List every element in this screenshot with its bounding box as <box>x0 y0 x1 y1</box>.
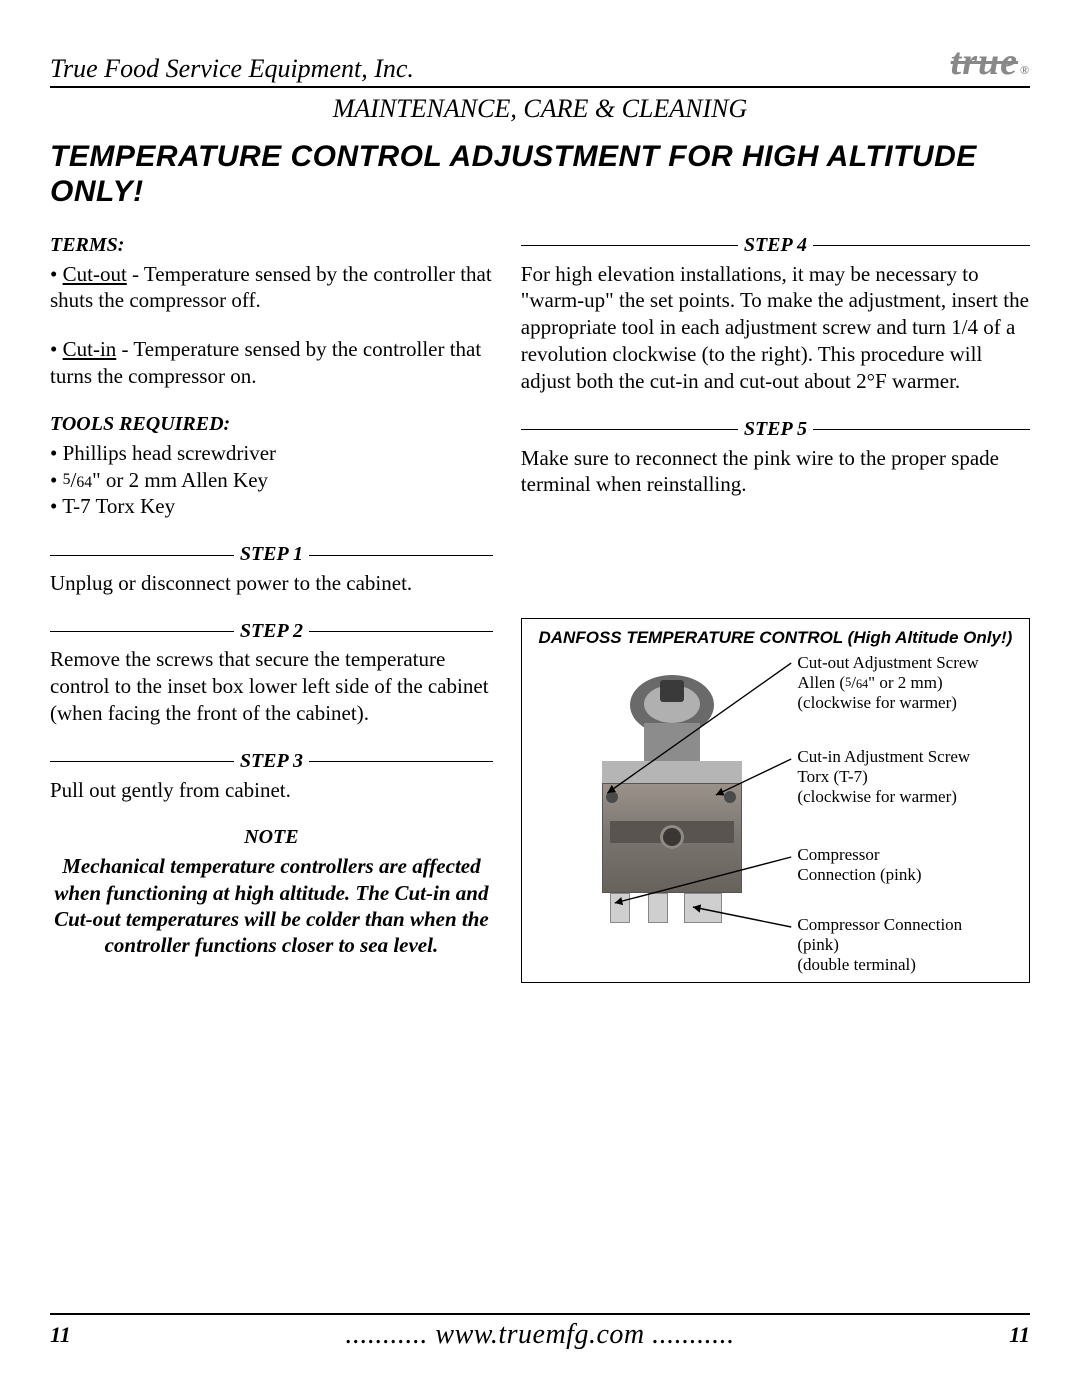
step1-heading: STEP 1 <box>50 542 493 568</box>
page-number-left: 11 <box>50 1322 71 1348</box>
step3-heading: STEP 3 <box>50 749 493 775</box>
step2-heading: STEP 2 <box>50 619 493 645</box>
page-title: TEMPERATURE CONTROL ADJUSTMENT FOR HIGH … <box>50 140 1030 209</box>
column-left: TERMS: • Cut-out - Temperature sensed by… <box>50 233 493 983</box>
tools-heading: TOOLS REQUIRED: <box>50 412 493 438</box>
brand-logo: true® <box>951 40 1030 84</box>
content-columns: TERMS: • Cut-out - Temperature sensed by… <box>50 233 1030 983</box>
diagram-box: DANFOSS TEMPERATURE CONTROL (High Altitu… <box>521 618 1030 983</box>
step2-body: Remove the screws that secure the temper… <box>50 646 493 727</box>
diagram-title: DANFOSS TEMPERATURE CONTROL (High Altitu… <box>532 627 1019 649</box>
label-cutin-screw: Cut-in Adjustment Screw Torx (T-7) (cloc… <box>797 747 970 807</box>
label-compressor-single: Compressor Connection (pink) <box>797 845 921 885</box>
term-cutout: • Cut-out - Temperature sensed by the co… <box>50 261 493 315</box>
page-footer: 11 ........... www.truemfg.com .........… <box>50 1313 1030 1351</box>
tools-list: Phillips head screwdriver 5/64" or 2 mm … <box>50 440 493 521</box>
step5-body: Make sure to reconnect the pink wire to … <box>521 445 1030 499</box>
page-header: True Food Service Equipment, Inc. true® <box>50 40 1030 88</box>
page-number-right: 11 <box>1009 1322 1030 1348</box>
step4-heading: STEP 4 <box>521 233 1030 259</box>
step5-heading: STEP 5 <box>521 417 1030 443</box>
tool-item: Phillips head screwdriver <box>50 440 493 467</box>
device-illustration <box>532 655 776 975</box>
label-compressor-double: Compressor Connection (pink) (double ter… <box>797 915 962 975</box>
company-name: True Food Service Equipment, Inc. <box>50 54 414 84</box>
diagram-labels: Cut-out Adjustment Screw Allen (5/64" or… <box>775 655 1019 975</box>
tool-item: 5/64" or 2 mm Allen Key <box>50 467 493 494</box>
step4-body: For high elevation installations, it may… <box>521 261 1030 395</box>
note-body: Mechanical temperature controllers are a… <box>50 853 493 959</box>
section-heading: MAINTENANCE, CARE & CLEANING <box>50 94 1030 124</box>
step1-body: Unplug or disconnect power to the cabine… <box>50 570 493 597</box>
terms-heading: TERMS: <box>50 233 493 259</box>
column-right: STEP 4 For high elevation installations,… <box>521 233 1030 983</box>
footer-url: ........... www.truemfg.com ........... <box>345 1319 734 1351</box>
label-cutout-screw: Cut-out Adjustment Screw Allen (5/64" or… <box>797 653 978 713</box>
term-cutin: • Cut-in - Temperature sensed by the con… <box>50 336 493 390</box>
tool-item: T-7 Torx Key <box>50 493 493 520</box>
step3-body: Pull out gently from cabinet. <box>50 777 493 804</box>
note-heading: NOTE <box>50 825 493 851</box>
